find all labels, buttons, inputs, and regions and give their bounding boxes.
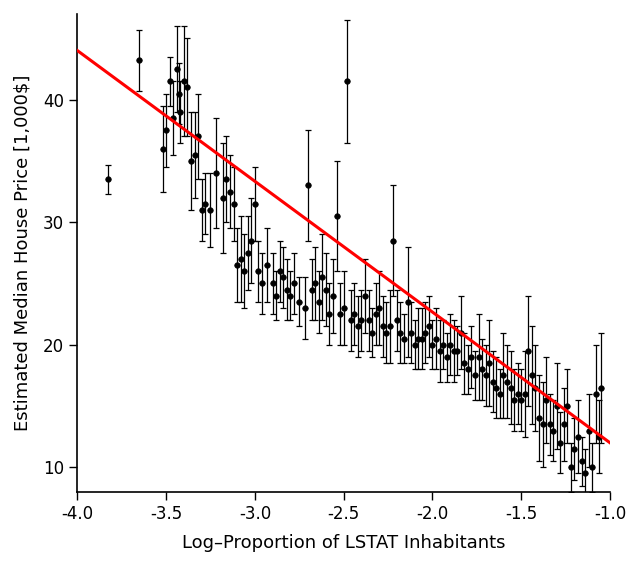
Y-axis label: Estimated Median House Price [1,000$]: Estimated Median House Price [1,000$] xyxy=(14,75,32,431)
X-axis label: Log–Proportion of LSTAT Inhabitants: Log–Proportion of LSTAT Inhabitants xyxy=(182,534,506,552)
